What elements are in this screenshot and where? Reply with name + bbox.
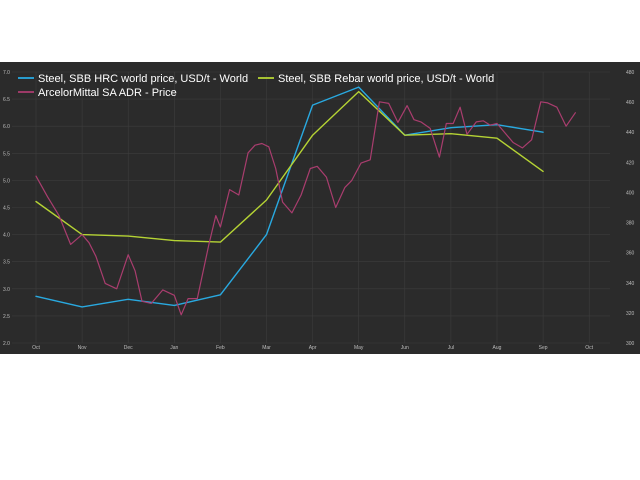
- y-left-tick-label: 4.5: [3, 206, 10, 212]
- x-tick-label: Jun: [401, 345, 409, 351]
- y-left-tick-label: 5.0: [3, 178, 10, 184]
- y-left-tick-label: 7.0: [3, 70, 10, 76]
- y-right-tick-label: 480: [626, 70, 635, 76]
- y-left-tick-label: 2.5: [3, 314, 10, 320]
- y-left-tick-label: 6.5: [3, 97, 10, 103]
- x-tick-label: Feb: [216, 345, 225, 351]
- x-tick-label: Sep: [539, 345, 548, 351]
- plot-background: [0, 62, 640, 354]
- x-tick-label: Mar: [262, 345, 271, 351]
- chart-container: 2.0 2.5 3.0 3.5 4.0 4.5 5.0 5.5 6.0 6.5 7.0 300 320 3…: [0, 62, 640, 354]
- grid-lines: [12, 71, 610, 344]
- y-right-tick-label: 340: [626, 281, 635, 287]
- series-line: [35, 90, 544, 243]
- y-right-tick-label: 460: [626, 100, 635, 106]
- y-left-tick-label: 3.0: [3, 287, 10, 293]
- x-tick-label: Dec: [124, 345, 133, 351]
- x-tick-label: May: [354, 345, 364, 351]
- x-tick-label: Jan: [170, 345, 178, 351]
- y-left-tick-label: 5.5: [3, 151, 10, 157]
- y-right-tick-label: 400: [626, 190, 635, 196]
- x-tick-label: Oct: [32, 345, 40, 351]
- y-right-tick-label: 420: [626, 160, 635, 166]
- series-line: [35, 101, 577, 316]
- x-tick-label: Oct: [585, 345, 593, 351]
- x-tick-label: Jul: [448, 345, 454, 351]
- y-left-tick-label: 4.0: [3, 233, 10, 239]
- legend-label: Steel, SBB HRC world price, USD/t - Worl…: [38, 73, 248, 85]
- series-lines: [35, 86, 577, 316]
- line-chart: 2.0 2.5 3.0 3.5 4.0 4.5 5.0 5.5 6.0 6.5 7.0 300 320 3…: [0, 62, 640, 354]
- legend-label: Steel, SBB Rebar world price, USD/t - Wo…: [278, 73, 494, 85]
- x-tick-label: Aug: [493, 345, 502, 351]
- y-right-tick-label: 320: [626, 311, 635, 317]
- legend: Steel, SBB HRC world price, USD/t - Worl…: [18, 73, 494, 99]
- legend-label: ArcelorMittal SA ADR - Price: [38, 87, 177, 99]
- y-right-tick-label: 360: [626, 251, 635, 257]
- y-right-tick-label: 300: [626, 341, 635, 347]
- x-tick-label: Apr: [309, 345, 317, 351]
- y-right-tick-label: 380: [626, 221, 635, 227]
- x-tick-label: Nov: [78, 345, 87, 351]
- y-right-tick-label: 440: [626, 130, 635, 136]
- axis-ticks: 2.0 2.5 3.0 3.5 4.0 4.5 5.0 5.5 6.0 6.5 7.0 300 320 3…: [3, 70, 635, 351]
- y-left-tick-label: 3.5: [3, 260, 10, 266]
- y-left-tick-label: 2.0: [3, 341, 10, 347]
- y-left-tick-label: 6.0: [3, 124, 10, 130]
- series-line: [35, 86, 544, 308]
